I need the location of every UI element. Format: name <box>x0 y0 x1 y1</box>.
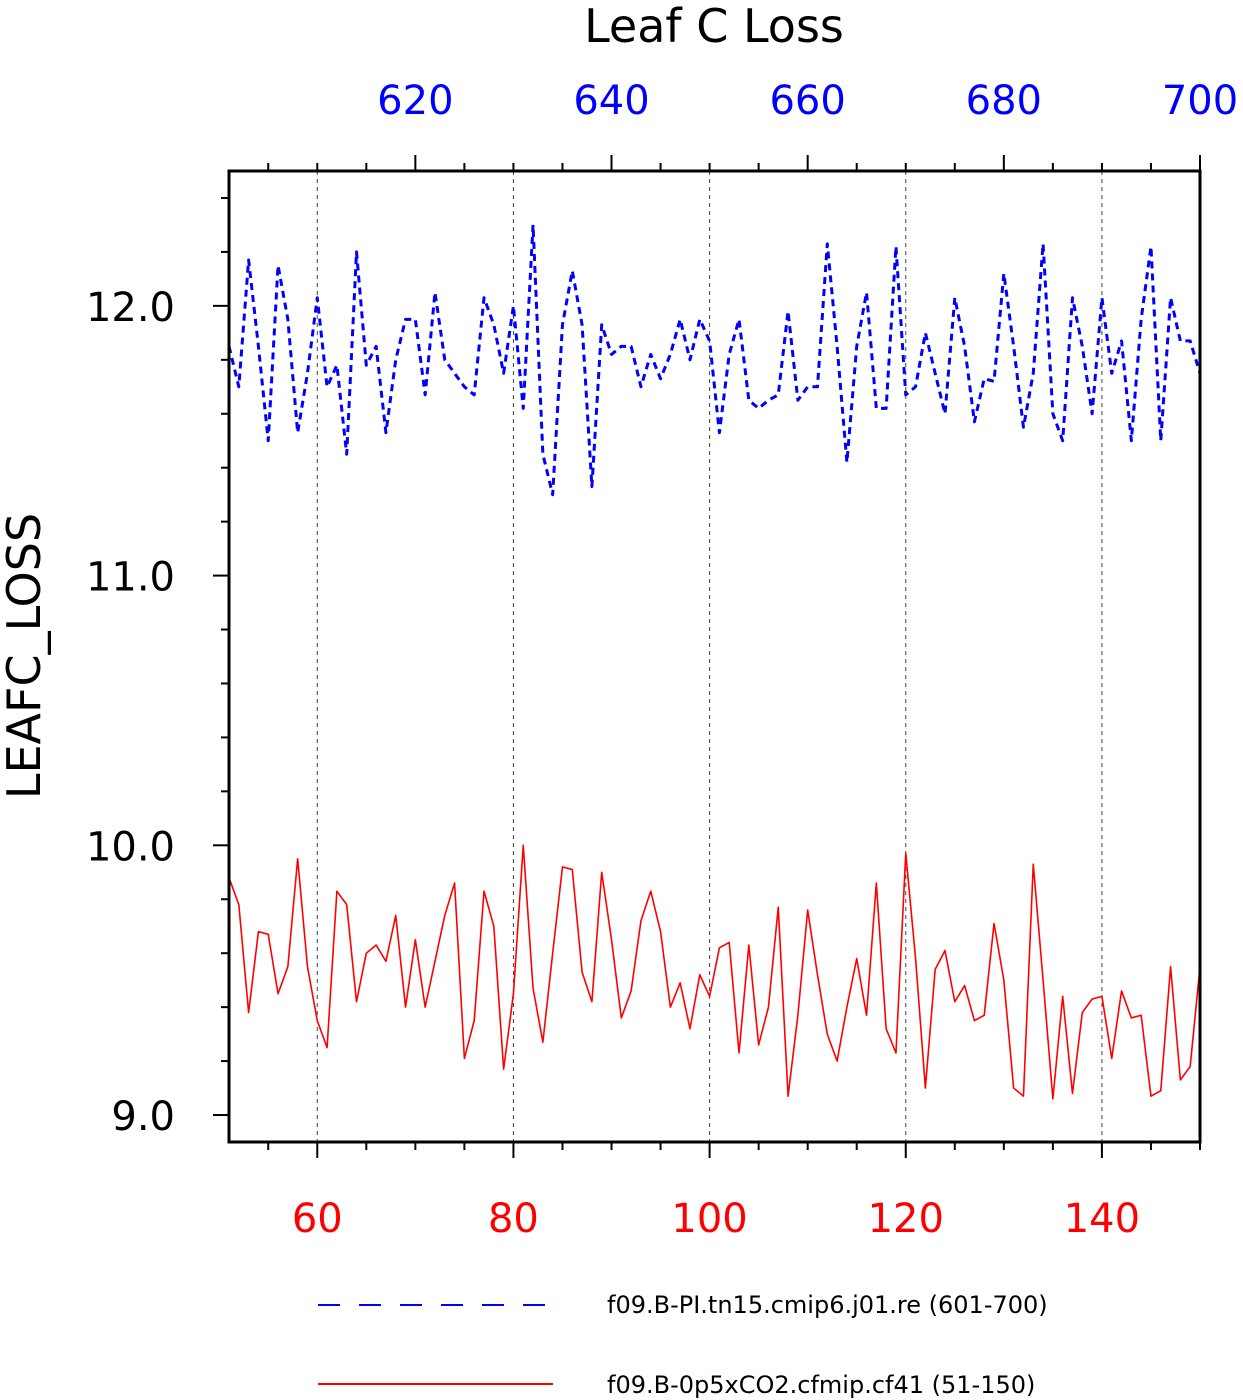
x-bottom-tick-label-1: 80 <box>488 1196 539 1242</box>
series-line-1 <box>228 844 1201 1100</box>
series-group <box>227 223 1202 1100</box>
y-tick-label-1: 10.0 <box>86 824 175 870</box>
x-axis-top: 620 640 660 680 700 <box>267 78 1238 171</box>
x-axis-bottom: 60 80 100 120 140 <box>267 1142 1201 1242</box>
y-tick-label-2: 11.0 <box>86 555 175 601</box>
x-top-tick-label-2: 660 <box>769 78 845 124</box>
y-axis-label: LEAFC_LOSS <box>0 513 51 799</box>
x-bottom-tick-label-3: 120 <box>868 1196 944 1242</box>
y-tick-label-0: 9.0 <box>111 1094 175 1140</box>
legend-label-0: f09.B-PI.tn15.cmip6.j01.re (601-700) <box>607 1291 1048 1319</box>
x-top-tick-label-1: 640 <box>573 78 649 124</box>
chart-title: Leaf C Loss <box>584 0 844 53</box>
x-top-tick-label-4: 700 <box>1162 78 1238 124</box>
plot-frame <box>227 169 1202 1144</box>
series-line-0 <box>227 223 1202 497</box>
legend-label-1: f09.B-0p5xCO2.cfmip.cf41 (51-150) <box>607 1371 1035 1399</box>
grid-lines <box>316 171 1103 1142</box>
x-bottom-tick-label-4: 140 <box>1064 1196 1140 1242</box>
x-top-tick-label-0: 620 <box>377 78 453 124</box>
x-top-tick-label-3: 680 <box>966 78 1042 124</box>
y-tick-label-3: 12.0 <box>86 285 175 331</box>
x-bottom-tick-label-2: 100 <box>671 1196 747 1242</box>
legend: f09.B-PI.tn15.cmip6.j01.re (601-700) f09… <box>318 1291 1048 1399</box>
y-axis: 9.0 10.0 11.0 12.0 <box>86 196 229 1140</box>
x-bottom-tick-label-0: 60 <box>292 1196 343 1242</box>
